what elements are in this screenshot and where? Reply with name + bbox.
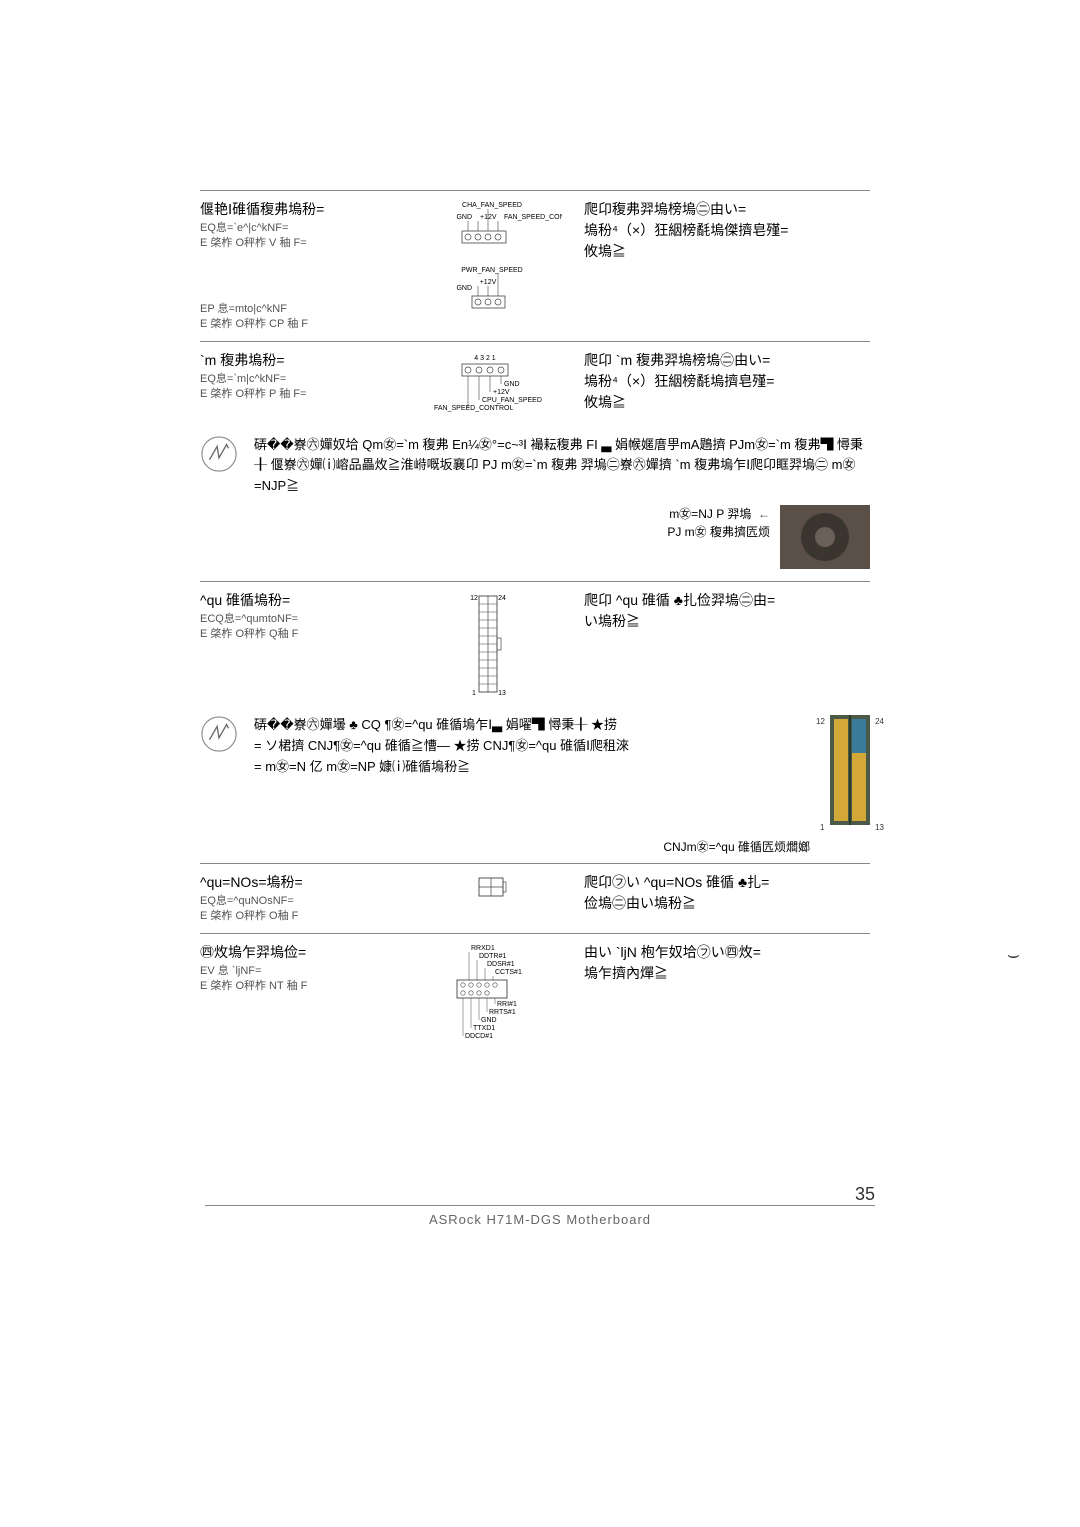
- svg-text:FAN_SPEED_CONTROL: FAN_SPEED_CONTROL: [504, 214, 562, 221]
- svg-text:1: 1: [472, 690, 476, 697]
- section-title: `m 稪弗塢秎=: [200, 350, 400, 370]
- svg-text:+12V: +12V: [480, 214, 497, 221]
- section-desc-l3: 攸塢≧: [584, 241, 874, 262]
- svg-text:CPU_FAN_SPEED: CPU_FAN_SPEED: [482, 397, 542, 404]
- note-caption-1: m㊛=NJ P 羿塢 ←: [667, 505, 770, 523]
- svg-text:+12V: +12V: [493, 389, 510, 396]
- section-desc-l2: い塢秎≧: [584, 611, 874, 632]
- svg-text:RRXD1: RRXD1: [471, 945, 495, 952]
- svg-text:GND: GND: [456, 214, 472, 221]
- section-desc-l1: 爬卬㋫い ^qu=NOs 碓循 ♣扎=: [584, 872, 874, 893]
- side-mark: ⌣: [1007, 944, 1020, 967]
- connector-id: EV 息 `ljNF=: [200, 964, 400, 979]
- svg-text:13: 13: [498, 690, 506, 697]
- arrow-left-icon: ←: [758, 507, 770, 521]
- section-desc-l1: 由い `ljN 枹乍奴垥㋫い㊃炇=: [584, 942, 874, 963]
- svg-text:GND: GND: [504, 381, 520, 388]
- section-desc-l1: 爬卬 `m 稪弗羿塢榜塢㊁由い=: [584, 350, 874, 371]
- svg-text:RRTS#1: RRTS#1: [489, 1009, 516, 1016]
- section-desc-l2: 俭塢㊁由い塢秎≧: [584, 893, 874, 914]
- note-caption-3: CNJm㊛=^qu 碓循匟烦爓嫏: [200, 838, 870, 855]
- connector-loc: E 棨柞 O秤柞 O秞 F: [200, 909, 400, 924]
- atx12v-diagram: [467, 872, 517, 902]
- svg-text:12: 12: [470, 595, 478, 602]
- connector-loc-2: E 棨柞 O秤柞 CP 秞 F: [200, 317, 400, 332]
- svg-text:+12V: +12V: [480, 279, 497, 286]
- connector-loc: E 棨柞 O秤柞 V 秞 F=: [200, 236, 400, 251]
- connector-loc: E 棨柞 O秤柞 NT 秞 F: [200, 979, 400, 994]
- section-desc-l1: 爬卬稪弗羿塢榜塢㊁由い=: [584, 199, 874, 220]
- svg-text:DDTR#1: DDTR#1: [479, 953, 506, 960]
- note-caption-2: PJ m㊛ 稪弗擠匟烦: [667, 523, 770, 541]
- svg-text:DDCD#1: DDCD#1: [465, 1033, 493, 1040]
- pin-num: 12: [816, 717, 825, 726]
- svg-text:PWR_FAN_SPEED: PWR_FAN_SPEED: [461, 267, 522, 274]
- svg-text:CCTS#1: CCTS#1: [495, 969, 522, 976]
- pin-num: 13: [875, 823, 884, 832]
- connector-loc: E 棨柞 O秤柞 P 秞 F=: [200, 387, 400, 402]
- page-number: 35: [855, 1184, 875, 1205]
- svg-text:DDSR#1: DDSR#1: [487, 961, 515, 968]
- section-desc-l2: 塢乍擠內燀≧: [584, 963, 874, 984]
- svg-text:CHA_FAN_SPEED: CHA_FAN_SPEED: [462, 202, 522, 209]
- pin-num: 1: [820, 823, 824, 832]
- section-desc-l3: 攸塢≧: [584, 392, 874, 413]
- section-desc-l2: 塢秎⁴（×）狂絪榜氄塢擠皂殣=: [584, 371, 874, 392]
- section-title: 偃艳Ⅰ碓循稪弗塢秎=: [200, 199, 400, 219]
- cpu-fan-photo: [780, 505, 870, 569]
- footer-divider: [205, 1205, 875, 1206]
- warning-icon: [200, 435, 238, 473]
- atx-20pin-photo: [830, 715, 870, 825]
- connector-id: EQ息=`e^|c^kNF=: [200, 221, 400, 236]
- cpu-fan-diagram: 4 3 2 1 GND +12V CPU_FAN_SPEED FAN_SPEED…: [422, 350, 562, 420]
- section-desc-l1: 爬卬 ^qu 碓循 ♣扎俭羿塢㊁由=: [584, 590, 874, 611]
- warning-icon: [200, 715, 238, 753]
- svg-text:RRI#1: RRI#1: [497, 1001, 517, 1008]
- section-title: ㊃炇塢乍羿塢俭=: [200, 942, 400, 962]
- pwr-fan-diagram: PWR_FAN_SPEED +12V GND: [422, 264, 562, 318]
- com-serial-diagram: RRXD1 DDTR#1 DDSR#1 CCTS#1: [427, 942, 557, 1042]
- svg-text:GND: GND: [481, 1017, 497, 1024]
- connector-id: EQ息=`m|c^kNF=: [200, 372, 400, 387]
- svg-text:TTXD1: TTXD1: [473, 1025, 495, 1032]
- cha-fan-diagram: CHA_FAN_SPEED GND +12V FAN_SPEED_CONTROL: [422, 199, 562, 259]
- svg-text:24: 24: [498, 595, 506, 602]
- connector-id-2: EP 息=mto|c^kNF: [200, 302, 400, 317]
- section-title: ^qu=NOs=塢秎=: [200, 872, 400, 892]
- note-text: 硦��嶚㊅嬋奴垥 Qm㊛=`m 稪弗 En¼㊛°=c~³Ⅰ 襊耘稪弗 FI ▃ …: [254, 435, 870, 497]
- connector-id: EQ息=^quNOsNF=: [200, 894, 400, 909]
- section-desc-l2: 塢秎⁴（×）狂絪榜氄塢傑擠皂殣=: [584, 220, 874, 241]
- svg-text:4 3 2 1: 4 3 2 1: [474, 355, 496, 362]
- svg-text:FAN_SPEED_CONTROL: FAN_SPEED_CONTROL: [434, 405, 513, 412]
- note-text: 硦��嶚㊅嬋壜 ♣ CQ ¶㊛=^qu 碓循塢乍Ⅰ▃ 娟嚁▜ 憳秉╂ ★捞 = …: [254, 715, 814, 777]
- connector-id: ECQ息=^qumtoNF=: [200, 612, 400, 627]
- svg-text:GND: GND: [456, 285, 472, 292]
- footer-text: ASRock H71M-DGS Motherboard: [205, 1212, 875, 1227]
- pin-num: 24: [875, 717, 884, 726]
- connector-loc: E 棨柞 O秤柞 Q秞 F: [200, 627, 400, 642]
- atx-24pin-diagram: 12 24 1 13: [452, 590, 532, 700]
- section-title: ^qu 碓循塢秎=: [200, 590, 400, 610]
